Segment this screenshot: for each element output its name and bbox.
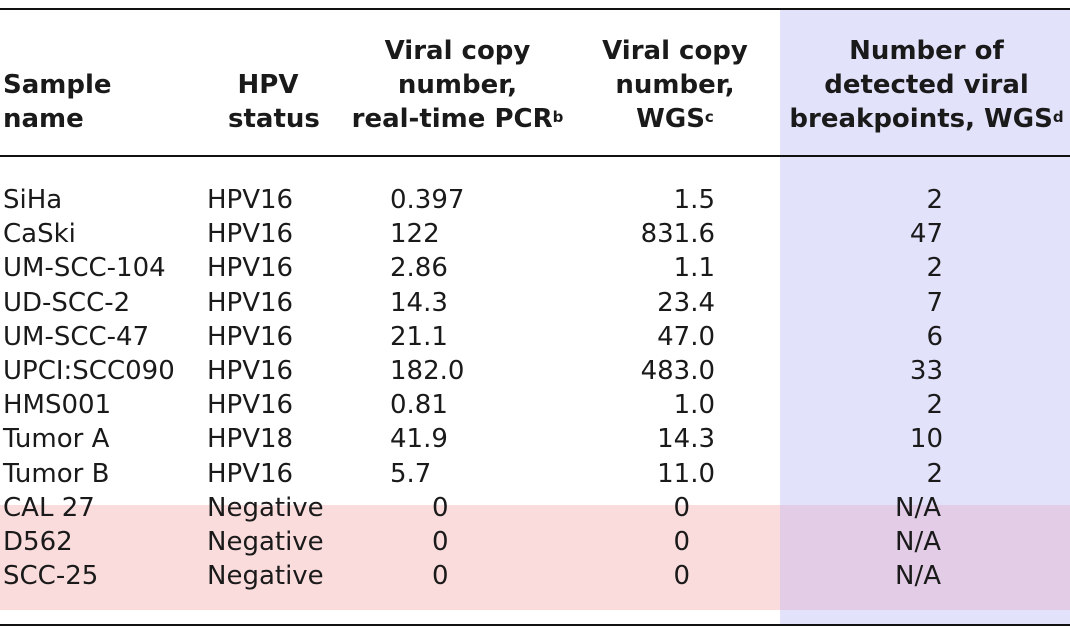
wgs-copy-cell: 483.0: [640, 356, 715, 386]
hpv-status-cell: HPV18: [207, 424, 294, 454]
pcr-copy-cell: 14.3: [390, 288, 448, 318]
hpv-status-cell: Negative: [207, 527, 324, 557]
sample-name-cell: Tumor A: [3, 424, 110, 454]
sample-name-cell: Tumor B: [3, 459, 110, 489]
pcr-copy-cell: 0: [432, 561, 449, 591]
breakpoints-cell: 10: [909, 424, 943, 454]
hpv-status-cell: HPV16: [207, 288, 294, 318]
sample-name-cell: CaSki: [3, 219, 76, 249]
breakpoints-cell: N/A: [895, 561, 941, 591]
table-bottom-rule: [0, 624, 1070, 626]
sample-name-cell: D562: [3, 527, 73, 557]
header-copy-number-wgs: Viral copy number, WGSc: [602, 36, 748, 134]
header-copy-number-pcr: Viral copy number, real-time PCRb: [351, 36, 564, 134]
hpv-status-cell: Negative: [207, 561, 324, 591]
table-row: Tumor A HPV18 41.9 14.3 10: [0, 422, 1070, 456]
negative-rows-highlight: [0, 505, 780, 610]
sample-name-cell: CAL 27: [3, 493, 95, 523]
wgs-copy-cell: 831.6: [640, 219, 715, 249]
hpv-status-cell: Negative: [207, 493, 324, 523]
table-row: D562 Negative 0 0 N/A: [0, 525, 1070, 559]
wgs-copy-cell: 0: [673, 493, 690, 523]
sample-name-cell: SCC-25: [3, 561, 99, 591]
pcr-copy-cell: 21.1: [390, 322, 448, 352]
breakpoints-cell: 2: [926, 390, 943, 420]
table-row: CAL 27 Negative 0 0 N/A: [0, 491, 1070, 525]
footnote-b: b: [552, 108, 564, 126]
pcr-copy-cell: 5.7: [390, 459, 432, 489]
header-viral-breakpoints: Number of detected viral breakpoints, WG…: [789, 36, 1064, 134]
footnote-c: c: [704, 108, 714, 126]
sample-name-cell: UM-SCC-104: [3, 253, 166, 283]
header-hpv-status: HPV status: [228, 70, 320, 134]
negative-breakpoints-highlight: [780, 505, 1070, 610]
table-row: UD-SCC-2 HPV16 14.3 23.4 7: [0, 286, 1070, 320]
wgs-copy-cell: 14.3: [657, 424, 715, 454]
pcr-copy-cell: 0.397: [390, 185, 465, 215]
table-row: CaSki HPV16 122 831.6 47: [0, 217, 1070, 251]
table-row: UM-SCC-104 HPV16 2.86 1.1 2: [0, 251, 1070, 285]
breakpoints-cell: 7: [926, 288, 943, 318]
pcr-copy-cell: 0.81: [390, 390, 448, 420]
sample-name-cell: UD-SCC-2: [3, 288, 131, 318]
header-rule: [0, 155, 1070, 157]
table-row: SCC-25 Negative 0 0 N/A: [0, 559, 1070, 593]
pcr-copy-cell: 122: [390, 219, 440, 249]
hpv-status-cell: HPV16: [207, 322, 294, 352]
breakpoints-cell: 33: [909, 356, 943, 386]
sample-name-cell: UPCI:SCC090: [3, 356, 175, 386]
breakpoints-cell: N/A: [895, 493, 941, 523]
breakpoints-cell: 6: [926, 322, 943, 352]
wgs-copy-cell: 23.4: [657, 288, 715, 318]
breakpoints-cell: 2: [926, 185, 943, 215]
hpv-status-cell: HPV16: [207, 390, 294, 420]
pcr-copy-cell: 182.0: [390, 356, 465, 386]
wgs-copy-cell: 0: [673, 561, 690, 591]
breakpoints-cell: 2: [926, 253, 943, 283]
hpv-status-cell: HPV16: [207, 185, 294, 215]
pcr-copy-cell: 0: [432, 527, 449, 557]
hpv-status-cell: HPV16: [207, 219, 294, 249]
hpv-status-cell: HPV16: [207, 459, 294, 489]
header-sample-name: Sample name: [3, 70, 112, 134]
hpv-status-cell: HPV16: [207, 253, 294, 283]
footnote-d: d: [1052, 108, 1064, 126]
wgs-copy-cell: 0: [673, 527, 690, 557]
wgs-copy-cell: 1.5: [673, 185, 715, 215]
breakpoints-cell: 2: [926, 459, 943, 489]
hpv-status-cell: HPV16: [207, 356, 294, 386]
table-row: Tumor B HPV16 5.7 11.0 2: [0, 457, 1070, 491]
table-row: HMS001 HPV16 0.81 1.0 2: [0, 388, 1070, 422]
table-top-rule: [0, 8, 1070, 10]
table-row: UPCI:SCC090 HPV16 182.0 483.0 33: [0, 354, 1070, 388]
table-row: SiHa HPV16 0.397 1.5 2: [0, 183, 1070, 217]
sample-name-cell: HMS001: [3, 390, 112, 420]
sample-name-cell: SiHa: [3, 185, 63, 215]
wgs-copy-cell: 1.1: [673, 253, 715, 283]
table-row: UM-SCC-47 HPV16 21.1 47.0 6: [0, 320, 1070, 354]
sample-name-cell: UM-SCC-47: [3, 322, 150, 352]
wgs-copy-cell: 47.0: [657, 322, 715, 352]
breakpoints-cell: N/A: [895, 527, 941, 557]
pcr-copy-cell: 41.9: [390, 424, 448, 454]
wgs-copy-cell: 11.0: [657, 459, 715, 489]
breakpoints-cell: 47: [909, 219, 943, 249]
pcr-copy-cell: 0: [432, 493, 449, 523]
pcr-copy-cell: 2.86: [390, 253, 448, 283]
wgs-copy-cell: 1.0: [673, 390, 715, 420]
